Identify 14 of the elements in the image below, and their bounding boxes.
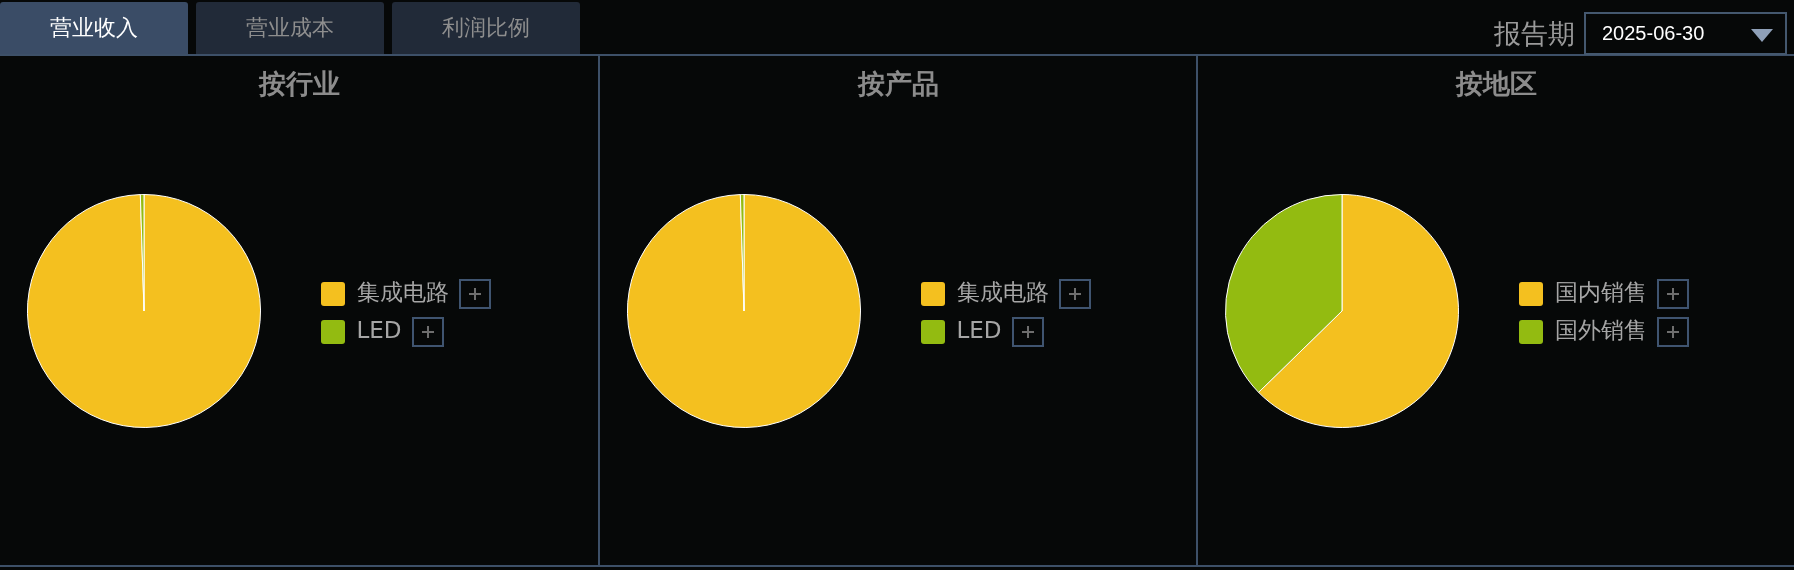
text: 营业成本 [246, 15, 334, 41]
chart-title: 按行业 [257, 68, 340, 100]
legend-label: LED [956, 316, 1002, 343]
date-field: 2025-06-30 [1584, 12, 1787, 55]
chart-title: 按产品 [856, 68, 939, 100]
chart-title: 按地区 [1454, 68, 1537, 100]
legend-label: 国内销售 [1554, 278, 1647, 305]
legend-label: 集成电路 [356, 278, 449, 305]
legend-label: 集成电路 [956, 278, 1049, 305]
legend-label: LED [356, 316, 402, 343]
text: 利润比例 [442, 15, 530, 41]
text: 营业收入 [50, 15, 138, 41]
text: 报告期 [1494, 17, 1575, 50]
legend-label: 国外销售 [1554, 316, 1647, 343]
